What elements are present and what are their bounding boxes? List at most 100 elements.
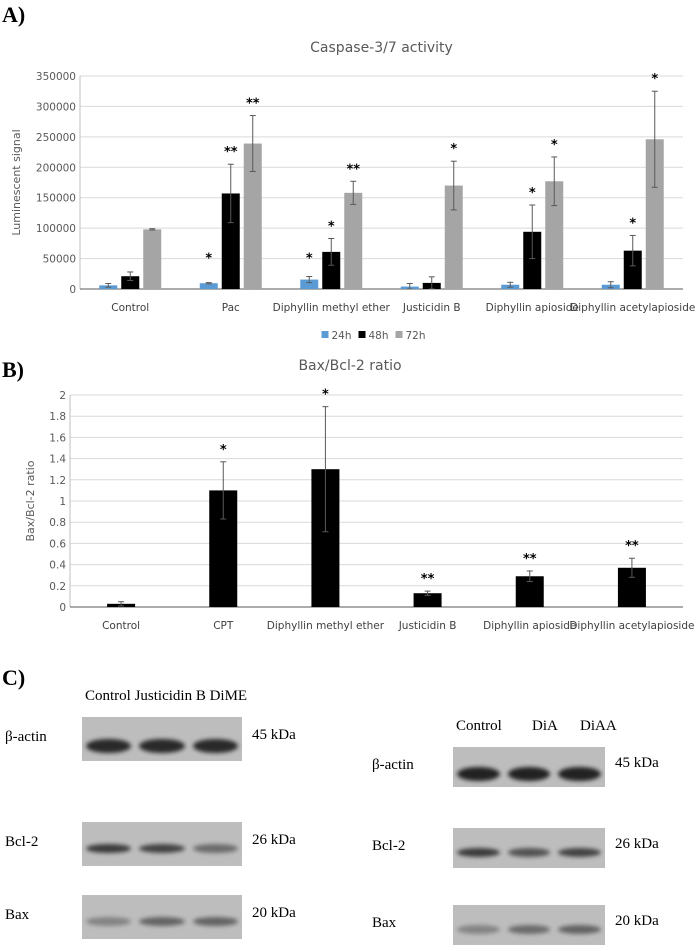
y-axis-label: Luminescent signal	[10, 129, 23, 235]
significance-star: **	[523, 552, 537, 567]
band	[507, 848, 551, 857]
significance-star: *	[450, 142, 457, 157]
x-tick-label: Diphyllin acetylapioside	[570, 302, 695, 314]
y-tick-label: 0	[59, 602, 66, 614]
band	[457, 925, 500, 934]
significance-star: **	[346, 162, 360, 177]
y-tick-label: 250000	[36, 132, 76, 144]
size-label: 26 kDa	[615, 836, 659, 852]
x-tick-label: Diphyllin apioside	[483, 620, 576, 632]
significance-star: *	[306, 252, 313, 267]
y-tick-label: 2	[59, 390, 66, 402]
bar-48h	[221, 193, 240, 289]
bax-bcl2-chart: Bax/Bcl-2 ratio 0 0.2 0.4 0.6 0.8 1 1.2 1.4 1.6 1.…	[24, 388, 694, 632]
panel-label-b: B)	[2, 357, 24, 382]
legend-swatch-72h	[395, 331, 403, 338]
band	[507, 767, 551, 781]
bar-24h	[300, 279, 319, 289]
y-tick-label: 50000	[43, 254, 76, 266]
y-tick-label: 1.4	[49, 454, 66, 466]
y-tick-label: 300000	[36, 101, 76, 113]
significance-star: *	[328, 219, 335, 234]
lane-label: DiA	[532, 718, 558, 734]
size-label: 20 kDa	[252, 905, 296, 921]
bar-72h	[545, 181, 564, 289]
protein-label: Bax	[5, 907, 30, 923]
lane-label: Control	[456, 718, 502, 734]
y-tick-label: 350000	[36, 71, 76, 83]
x-tick-label: Pac	[222, 302, 240, 314]
protein-label: Bcl-2	[372, 838, 406, 854]
band	[507, 925, 551, 934]
x-tick-label: Justicidin B	[402, 302, 461, 314]
legend-swatch-24h	[321, 331, 329, 338]
bar-48h	[121, 276, 140, 289]
y-tick-label: 1.8	[49, 411, 66, 423]
y-tick-label: 1.6	[49, 432, 66, 444]
legend-label: 72h	[406, 330, 426, 342]
significance-star: **	[246, 97, 260, 112]
bar-72h	[243, 143, 262, 289]
legend-label: 24h	[332, 330, 352, 342]
lane-label: DiAA	[580, 718, 617, 734]
band	[86, 844, 132, 853]
blot-Bax	[82, 895, 242, 939]
bar-24h	[199, 283, 218, 289]
size-label: 45 kDa	[252, 727, 296, 743]
band	[192, 917, 238, 926]
band	[457, 767, 500, 781]
band	[192, 739, 238, 753]
band	[457, 848, 500, 857]
x-tick-label: Diphyllin methyl ether	[273, 302, 391, 314]
band	[86, 739, 132, 753]
caspase-chart: Caspase-3/7 activity 0 50000 100000 150000 20…	[10, 40, 695, 342]
x-tick-label: CPT	[213, 620, 234, 632]
chart-title: Caspase-3/7 activity	[310, 40, 453, 56]
blot-Bcl-2	[82, 822, 242, 866]
bar-72h	[444, 185, 463, 289]
y-tick-label: 1	[59, 496, 66, 508]
significance-star: *	[205, 252, 212, 267]
x-tick-label: Justicidin B	[398, 620, 457, 632]
band	[86, 917, 132, 926]
y-tick-label: 0	[69, 284, 76, 296]
significance-star: *	[629, 216, 636, 231]
size-label: 26 kDa	[252, 832, 296, 848]
y-tick-label: 0.4	[49, 560, 66, 572]
y-tick-label: 0.8	[49, 517, 66, 529]
blot-β-actin	[453, 747, 605, 787]
chart-b-title: Bax/Bcl-2 ratio	[298, 358, 402, 374]
blot-Bax	[453, 905, 605, 945]
significance-star: *	[651, 72, 658, 87]
y-tick-label: 0.2	[49, 581, 66, 593]
x-tick-label: Control	[102, 620, 140, 632]
x-tick-label: Diphyllin apioside	[486, 302, 579, 314]
y-tick-label: 150000	[36, 193, 76, 205]
band	[558, 848, 601, 857]
band	[139, 917, 185, 926]
protein-label: Bcl-2	[5, 834, 39, 850]
band	[139, 844, 185, 853]
y-tick-label: 100000	[36, 223, 76, 235]
y-tick-label: 1.2	[49, 475, 66, 487]
band	[558, 925, 601, 934]
y-tick-label: 0.6	[49, 538, 66, 550]
bar-48h	[523, 231, 542, 289]
significance-star: **	[421, 572, 435, 587]
blot-Bcl-2	[453, 828, 605, 868]
band	[139, 739, 185, 753]
panel-label-a: A)	[2, 2, 26, 27]
legend-swatch-48h	[358, 331, 366, 338]
significance-star: *	[220, 443, 227, 458]
protein-label: β-actin	[5, 729, 47, 745]
bar-72h	[344, 192, 363, 289]
significance-star: **	[625, 539, 639, 554]
y-axis-label: Bax/Bcl-2 ratio	[24, 460, 37, 541]
size-label: 45 kDa	[615, 755, 659, 771]
legend-label: 48h	[369, 330, 389, 342]
significance-star: **	[224, 145, 238, 160]
bar-72h	[645, 139, 664, 289]
bar-48h	[623, 250, 642, 289]
bar-48h	[322, 251, 341, 289]
blot-β-actin	[82, 717, 242, 761]
